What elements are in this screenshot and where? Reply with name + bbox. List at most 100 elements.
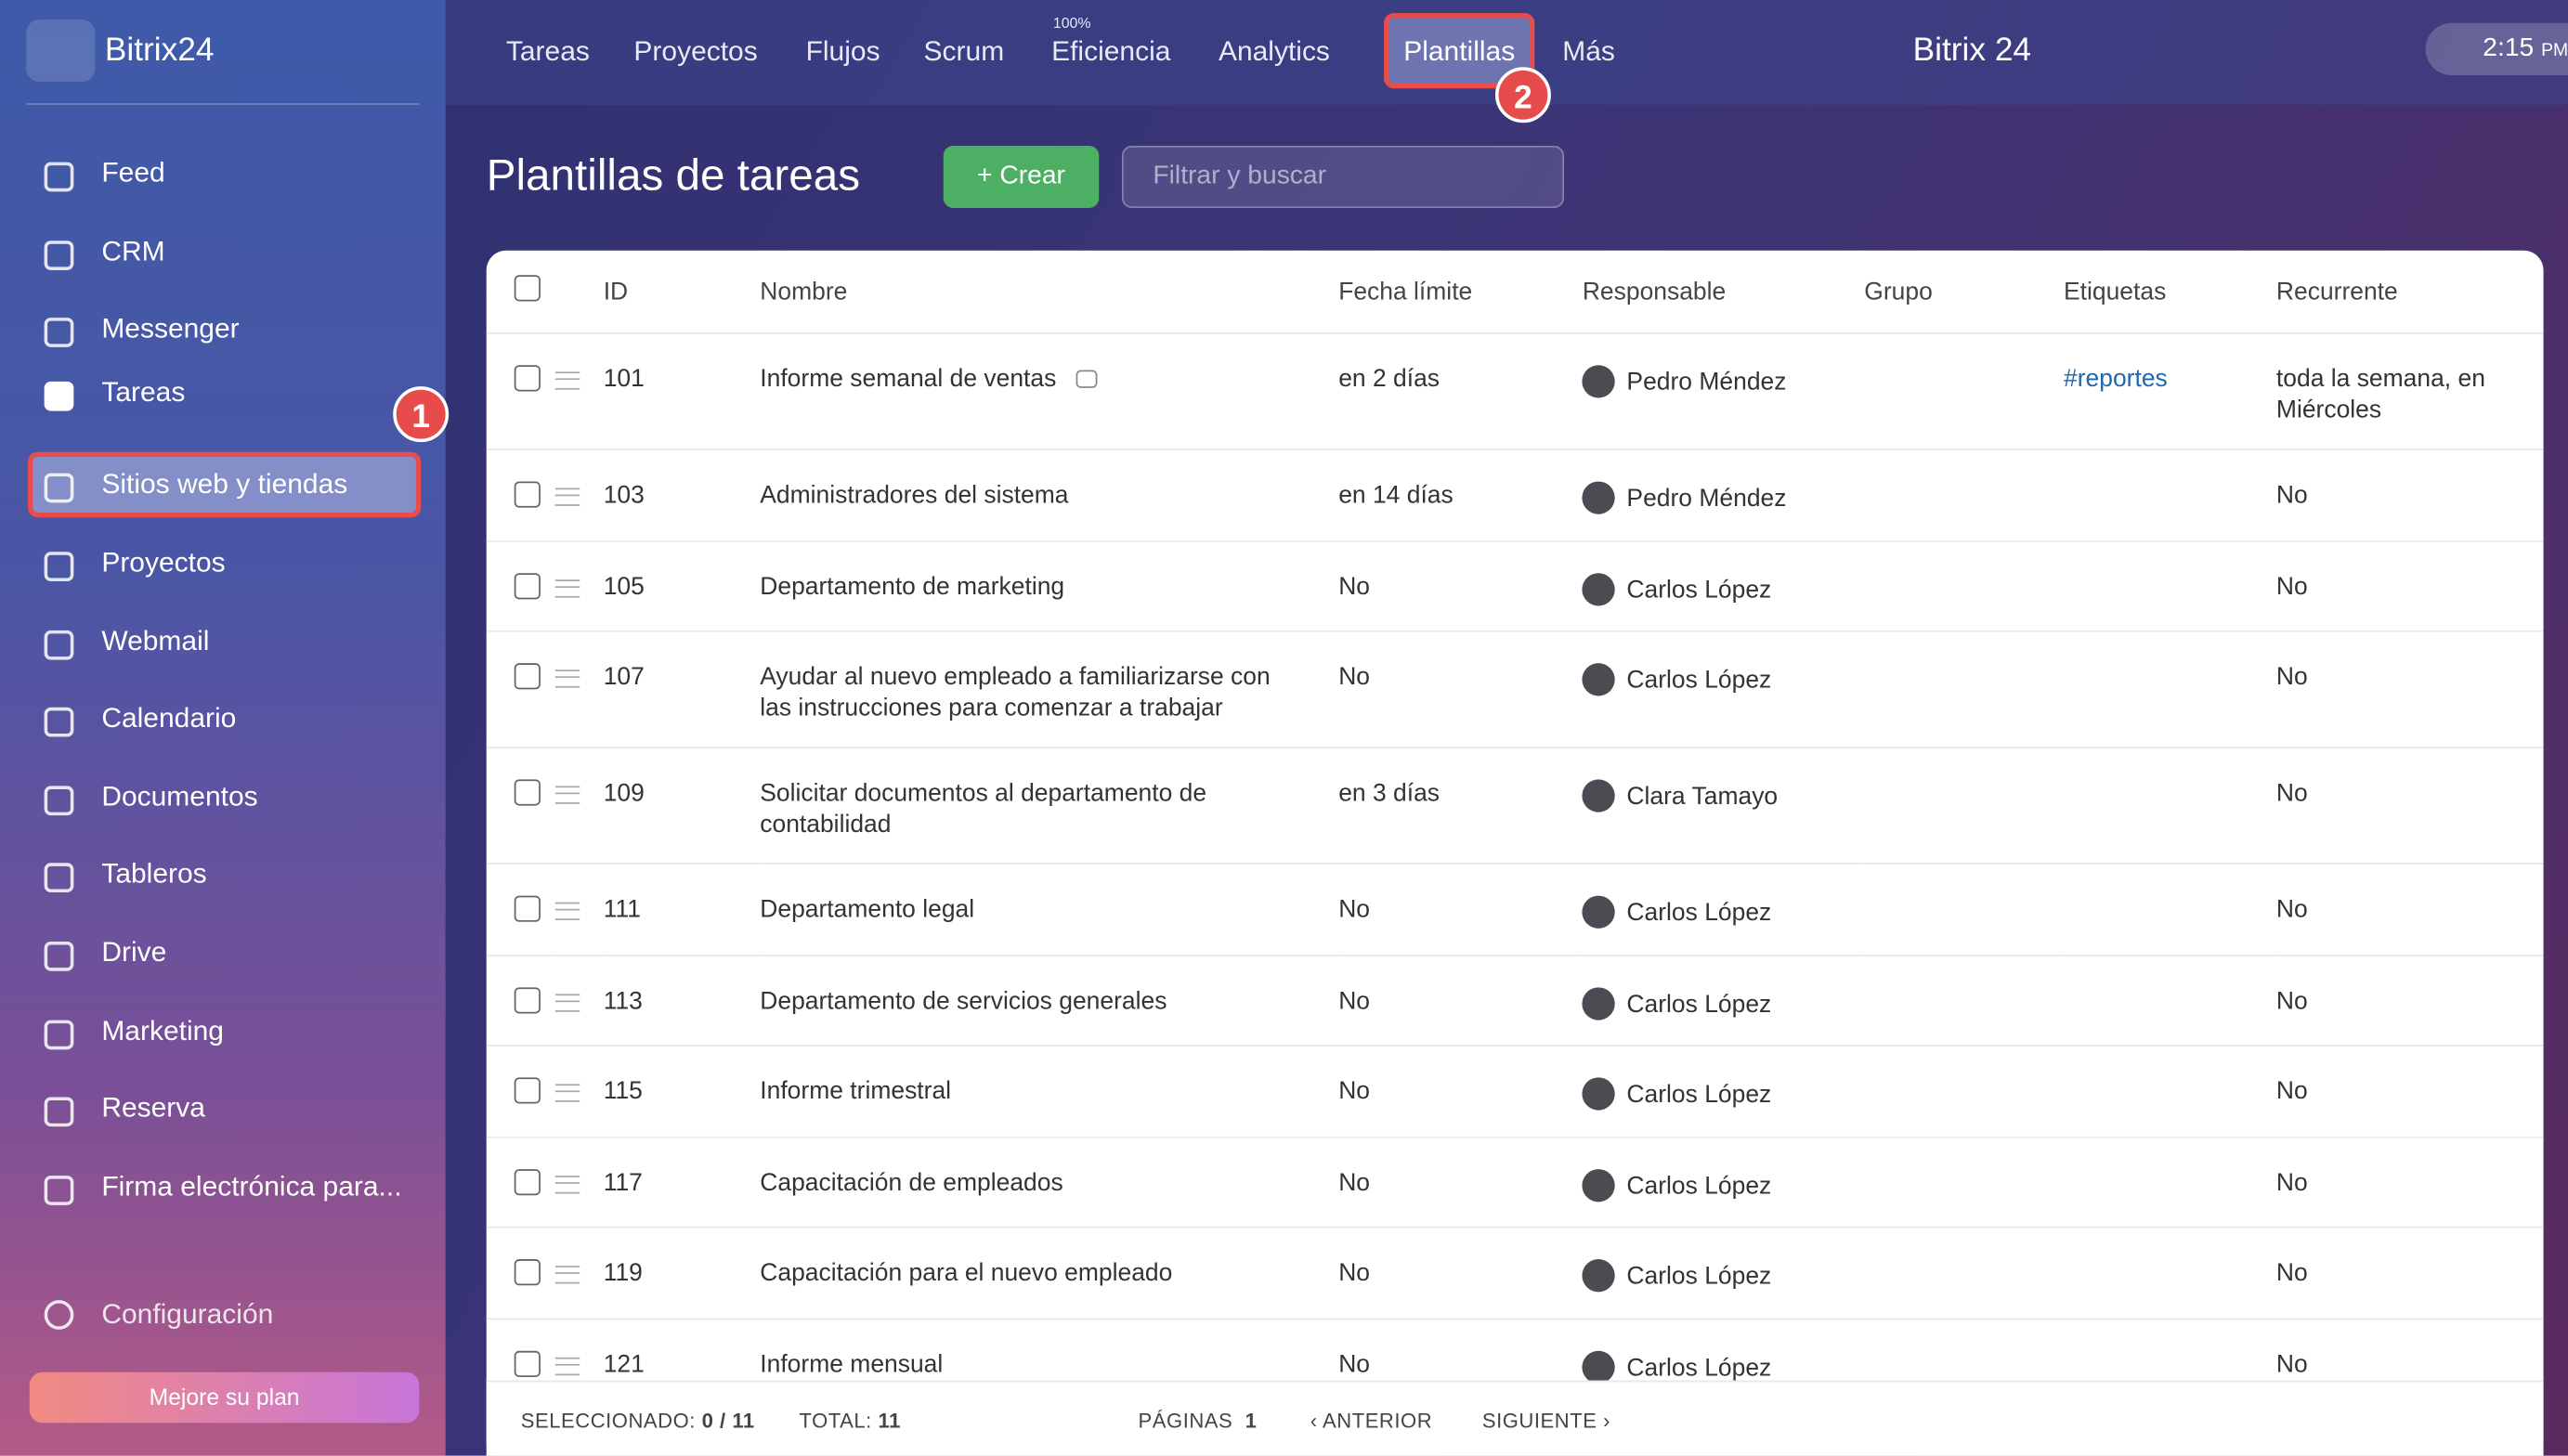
nav-item[interactable]: Plantillas <box>1403 35 1516 68</box>
cell-text: en 3 días <box>1338 779 1440 808</box>
prev[interactable]: ‹ ANTERIOR <box>1310 1410 1433 1433</box>
row-select <box>486 448 556 540</box>
time: 2:15 <box>2483 34 2535 63</box>
nav-item[interactable]: Tareas <box>505 35 590 68</box>
next[interactable]: SIGUIENTE › <box>1481 1410 1610 1433</box>
selected: SELECCIONADO: 0 / 11 <box>521 1410 755 1433</box>
cell <box>2064 1045 2276 1137</box>
checkbox[interactable] <box>514 275 541 302</box>
checkbox[interactable] <box>514 1349 541 1377</box>
cell: Pedro Méndez <box>1582 448 1865 540</box>
selected-value: 0 / 11 <box>701 1410 755 1433</box>
table-row: 101 Informe semanal de ventas en 2 días Ped… <box>486 332 2544 450</box>
sidebar-item[interactable]: Proyectos <box>101 546 226 578</box>
logo: Bitrix24 <box>104 32 215 70</box>
column-header: Etiquetas <box>2064 277 2167 306</box>
cell-text: en 14 días <box>1338 481 1453 510</box>
search-placeholder: Filtrar y buscar <box>1153 162 1326 190</box>
sidebar-item[interactable]: Calendario <box>101 702 237 734</box>
efficiency-note: 100% <box>1052 14 1091 32</box>
sidebar-item[interactable]: Messenger <box>101 313 240 344</box>
settings[interactable]: Configuración <box>101 1298 274 1330</box>
table-row: 109 Solicitar documentos al departamento … <box>486 747 2544 864</box>
column-header: Fecha límite <box>1338 277 1473 306</box>
checkbox[interactable] <box>514 1168 541 1195</box>
cell-text: Carlos López <box>1626 899 1772 928</box>
sidebar-item[interactable]: Reserva <box>101 1092 205 1124</box>
cell: No <box>1338 1226 1583 1319</box>
menu-button[interactable] <box>26 20 96 83</box>
sidebar-icon <box>44 1097 74 1127</box>
checkbox[interactable] <box>514 663 541 690</box>
row-select <box>486 1226 556 1319</box>
table-row: 111 Departamento legal No Carlos López No <box>486 863 2544 956</box>
checkbox[interactable] <box>514 572 541 599</box>
cell-text: Pedro Méndez <box>1626 368 1787 396</box>
cell-text: Informe trimestral <box>760 1077 952 1106</box>
checkbox[interactable] <box>514 481 541 508</box>
table-row: 103 Administradores del sistema en 14 días… <box>486 448 2544 540</box>
cell: Administradores del sistema <box>760 448 1339 540</box>
sidebar-item[interactable]: Drive <box>101 936 167 968</box>
pages-label: PÁGINAS <box>1138 1410 1233 1433</box>
checkbox[interactable] <box>514 365 541 392</box>
sidebar-item[interactable]: Tableros <box>101 858 207 890</box>
avatar <box>1582 365 1616 398</box>
sidebar-item[interactable]: Tareas <box>101 376 186 409</box>
cell: #reportes <box>2064 332 2276 450</box>
cell <box>2064 1226 2276 1319</box>
avatar <box>1582 1349 1616 1384</box>
cell <box>1864 448 2065 540</box>
cell-text: 121 <box>603 1349 645 1378</box>
badge: 1 <box>393 385 450 442</box>
total: TOTAL: 11 <box>800 1410 901 1433</box>
sidebar-item[interactable]: Firma electrónica para... <box>101 1170 402 1202</box>
cell <box>2064 630 2276 748</box>
nav-item[interactable]: Scrum <box>923 35 1005 68</box>
prev-label: ANTERIOR <box>1323 1410 1433 1433</box>
recurring-icon <box>1075 370 1098 388</box>
cell-text: Carlos López <box>1626 1353 1772 1382</box>
cell <box>1864 540 2065 631</box>
sidebar-item[interactable]: Webmail <box>101 624 210 656</box>
checkbox[interactable] <box>514 1077 541 1104</box>
nav-item[interactable]: Eficiencia <box>1051 35 1171 68</box>
clock[interactable]: 2:15 PM <box>2425 22 2568 76</box>
sidebar-item[interactable]: CRM <box>101 235 165 266</box>
cell-text: Carlos López <box>1626 1171 1772 1200</box>
cell: 103 <box>603 448 761 540</box>
cell: No <box>1338 863 1583 956</box>
sidebar-item[interactable]: Feed <box>101 157 165 188</box>
nav-item[interactable]: Proyectos <box>633 35 758 68</box>
cell <box>2064 540 2276 631</box>
nav-item[interactable]: Analytics <box>1218 35 1330 68</box>
cell <box>1864 332 2065 450</box>
cell-text: No <box>1338 986 1371 1015</box>
checkbox[interactable] <box>514 986 541 1013</box>
create-button[interactable]: + Crear <box>943 145 1100 208</box>
cell-text: 119 <box>603 1259 643 1288</box>
checkbox[interactable] <box>514 1259 541 1286</box>
upgrade-button[interactable]: Mejore su plan <box>29 1372 420 1424</box>
nav-item[interactable]: Flujos <box>805 35 880 68</box>
sidebar-item[interactable]: Marketing <box>101 1014 224 1046</box>
cell: No <box>1338 1045 1583 1137</box>
cell-text: No <box>1338 1259 1371 1288</box>
checkbox[interactable] <box>514 895 541 922</box>
cell-text: No <box>1338 572 1371 601</box>
search-box[interactable]: Filtrar y buscar <box>1121 145 1565 208</box>
column-header: Recurrente <box>2275 277 2398 306</box>
sidebar-item[interactable]: Sitios web y tiendas <box>101 469 348 500</box>
cell <box>2064 954 2276 1046</box>
drag-handle <box>555 902 580 921</box>
cell-text: No <box>2275 895 2308 924</box>
cell <box>2064 747 2276 864</box>
nav-item[interactable]: Más <box>1562 35 1615 68</box>
column-header: Nombre <box>760 277 848 306</box>
sidebar-item[interactable]: Documentos <box>101 780 258 812</box>
drag-handle <box>555 1266 580 1284</box>
drag-handle <box>555 1356 580 1375</box>
avatar <box>1582 779 1616 812</box>
checkbox[interactable] <box>514 779 541 806</box>
sidebar-icon <box>44 552 74 582</box>
